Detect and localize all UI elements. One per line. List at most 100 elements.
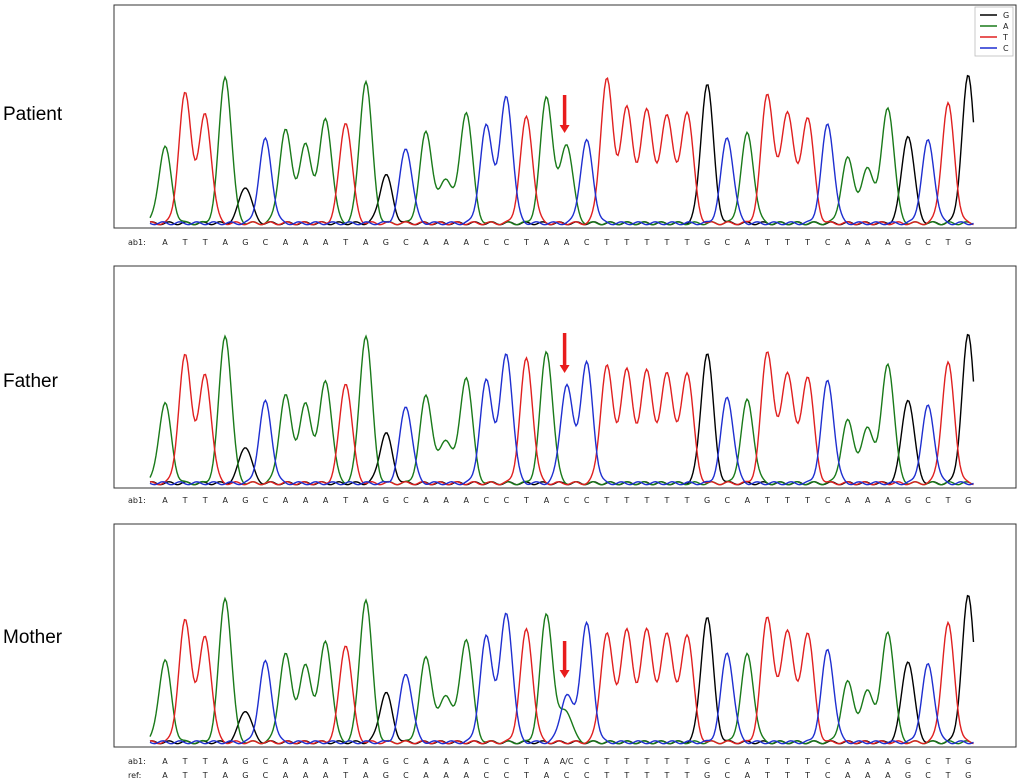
ab1-base-label: G: [242, 238, 248, 247]
ab1-base-label: A: [323, 757, 329, 766]
ab1-prefix-label: ab1:: [128, 757, 146, 766]
ref-base-label: C: [724, 771, 730, 780]
ab1-base-label: A: [463, 496, 469, 505]
ab1-base-label: T: [784, 757, 790, 766]
ab1-base-label: A: [544, 496, 550, 505]
ab1-base-label: A: [885, 496, 891, 505]
ab1-base-label: T: [684, 238, 690, 247]
ab1-base-label: A: [745, 238, 751, 247]
ref-base-label: T: [764, 771, 770, 780]
ab1-base-label: T: [523, 757, 529, 766]
ab1-base-label: G: [965, 238, 971, 247]
ref-base-label: T: [603, 771, 609, 780]
ab1-base-label: C: [483, 757, 489, 766]
ab1-base-label: A: [323, 238, 329, 247]
ab1-base-label: A: [303, 757, 309, 766]
ab1-base-label: A: [283, 496, 289, 505]
ref-base-label: T: [202, 771, 208, 780]
ab1-base-label: T: [945, 757, 951, 766]
ab1-base-label: T: [603, 496, 609, 505]
ab1-base-label: A: [423, 757, 429, 766]
ab1-base-label: G: [383, 496, 389, 505]
ab1-base-label: G: [905, 496, 911, 505]
ab1-base-label: T: [523, 238, 529, 247]
ab1-base-label: T: [603, 238, 609, 247]
ab1-base-label: C: [584, 238, 590, 247]
ab1-base-label: A: [303, 496, 309, 505]
ref-base-label: A: [544, 771, 550, 780]
ab1-base-label: C: [403, 496, 409, 505]
trace-c: [149, 353, 974, 486]
ab1-base-label: A: [865, 496, 871, 505]
ab1-base-label: A: [423, 238, 429, 247]
plot-frame: [113, 523, 1017, 748]
ab1-base-label: T: [202, 238, 208, 247]
ref-base-label: T: [523, 771, 529, 780]
ab1-base-label: G: [242, 496, 248, 505]
ref-base-label: G: [905, 771, 911, 780]
ab1-prefix-label: ab1:: [128, 238, 146, 247]
ab1-base-label: A: [303, 238, 309, 247]
ab1-base-label: A: [162, 496, 168, 505]
ab1-base-label: A: [443, 496, 449, 505]
ref-base-label: G: [383, 771, 389, 780]
ref-base-label: A: [845, 771, 851, 780]
ref-base-label: A: [443, 771, 449, 780]
legend-label: G: [1003, 11, 1009, 20]
chromatogram-panels: ab1: A T T A G C A A A T A G C A A A C C T A A C T T T T T G C A T T T C A A…: [113, 4, 1017, 780]
ab1-base-label: T: [623, 757, 629, 766]
ab1-base-label: A: [463, 238, 469, 247]
ab1-base-label: C: [724, 757, 730, 766]
ab1-base-label: C: [263, 238, 269, 247]
ab1-base-label: T: [342, 757, 348, 766]
ref-base-label: G: [242, 771, 248, 780]
ab1-base-label: G: [905, 757, 911, 766]
ab1-base-label: T: [804, 757, 810, 766]
ab1-base-label: A: [845, 757, 851, 766]
ab1-base-label: C: [483, 238, 489, 247]
ab1-base-label: G: [965, 496, 971, 505]
ab1-base-label: A: [222, 496, 228, 505]
ab1-base-label: A: [745, 757, 751, 766]
ref-base-label: C: [263, 771, 269, 780]
trace-c: [149, 612, 974, 745]
ref-base-label: T: [664, 771, 670, 780]
ab1-base-label: C: [504, 238, 510, 247]
ref-base-label: C: [825, 771, 831, 780]
ab1-base-label: A: [564, 238, 570, 247]
ab1-base-label: C: [724, 496, 730, 505]
ab1-base-label: G: [704, 238, 710, 247]
ab1-base-label: A: [363, 757, 369, 766]
ref-base-label: T: [945, 771, 951, 780]
ab1-base-label: A: [363, 238, 369, 247]
ab1-base-label: T: [784, 496, 790, 505]
ref-base-label: C: [403, 771, 409, 780]
ref-base-label: T: [182, 771, 188, 780]
ref-prefix-label: ref:: [128, 771, 141, 780]
ab1-base-label: C: [925, 238, 931, 247]
ab1-base-label: A: [283, 238, 289, 247]
ab1-base-label: A: [865, 757, 871, 766]
plot-frame: [113, 4, 1017, 229]
ab1-base-label: C: [925, 496, 931, 505]
ab1-base-label: T: [342, 496, 348, 505]
ref-base-label: G: [965, 771, 971, 780]
ref-base-label: T: [684, 771, 690, 780]
ab1-base-label: T: [945, 496, 951, 505]
ref-base-label: C: [584, 771, 590, 780]
variant-arrow-head: [559, 365, 570, 373]
trace-g: [149, 594, 975, 745]
ab1-base-label: C: [504, 757, 510, 766]
ab1-base-label: A: [323, 496, 329, 505]
ab1-base-label: A: [423, 496, 429, 505]
ref-base-label: C: [925, 771, 931, 780]
trace-a: [149, 75, 974, 226]
variant-arrow-head: [559, 125, 570, 133]
trace-t: [150, 351, 974, 486]
ab1-base-label: C: [825, 757, 831, 766]
ab1-base-label: C: [925, 757, 931, 766]
ab1-base-label: C: [825, 238, 831, 247]
ab1-base-label: A: [283, 757, 289, 766]
ab1-base-label: C: [504, 496, 510, 505]
